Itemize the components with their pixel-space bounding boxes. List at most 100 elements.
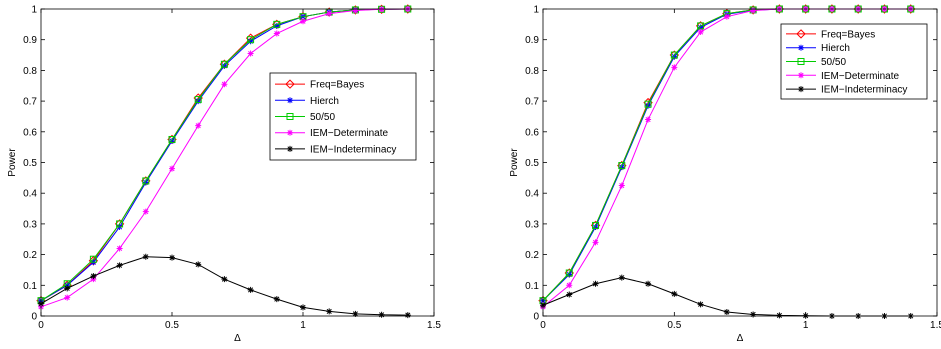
data-point [750,311,757,318]
data-point [116,262,123,269]
data-point [404,312,411,319]
data-point [671,64,678,71]
data-point [326,10,333,17]
data-point [645,116,652,123]
legend-item: Freq=Bayes [786,29,875,40]
data-point [195,122,202,129]
data-point [142,177,150,185]
y-tick-label: 0.2 [525,250,539,261]
data-point [618,162,626,170]
data-point [273,20,281,28]
data-point [247,286,254,293]
data-point [566,291,573,298]
legend-item: IEM−Indeterminacy [275,144,396,155]
data-point [64,294,71,301]
data-point [352,7,359,14]
y-tick-label: 0.8 [525,66,539,77]
legend-label: Hierch [821,43,850,54]
data-point [645,280,652,287]
y-tick-label: 0.1 [23,281,37,292]
data-point [592,223,599,230]
legend-label: IEM−Determinate [821,71,900,82]
data-point [671,290,678,297]
y-axis-label: Power [509,148,520,177]
data-point [90,273,97,280]
data-point [671,53,678,60]
legend-item: IEM−Determinate [786,71,900,82]
series-4 [38,6,411,310]
data-point [670,51,678,59]
legend-marker [798,72,804,79]
data-point [750,7,757,14]
data-point [566,271,573,278]
y-tick-label: 0.7 [23,97,37,108]
legend-label: Freq=Bayes [310,80,364,91]
data-point [142,253,149,260]
data-point [644,100,652,108]
data-point [618,274,625,281]
y-tick-label: 0.5 [23,158,37,169]
data-point [352,310,359,317]
x-axis-label: Δ [234,333,241,344]
y-tick-label: 1 [31,5,37,16]
legend-item: Hierch [275,96,339,107]
legend-marker [796,29,806,39]
data-point [169,165,175,172]
legend-label: 50/50 [310,112,335,123]
data-point [64,282,71,289]
data-point [221,81,228,88]
y-tick-label: 0.4 [525,189,539,200]
y-tick-label: 0.8 [23,66,37,77]
y-tick-label: 0 [31,312,37,323]
data-point [618,164,625,171]
y-tick-label: 0.3 [525,219,539,230]
data-point [592,239,599,246]
legend-item: 50/50 [786,57,846,68]
data-point [89,255,97,263]
data-point [142,179,149,186]
data-point [116,220,124,228]
data-point [618,182,625,189]
legend-marker [285,79,295,89]
data-point [273,22,280,29]
legend-item: Hierch [786,43,850,54]
data-point [195,98,202,105]
legend-label: IEM−Indeterminacy [310,144,396,155]
legend-marker [286,113,294,120]
data-point [566,282,573,289]
data-point [220,60,228,68]
x-tick-label: 0.5 [667,320,681,331]
axes-frame [542,8,938,317]
data-point [378,311,385,318]
x-tick-label: 0 [540,320,546,331]
y-tick-label: 0.6 [23,127,37,138]
data-point [326,308,333,315]
data-point [64,285,71,292]
data-point [221,62,228,69]
data-point [169,254,175,261]
data-point [273,30,280,37]
data-point [592,221,600,229]
legend-label: Hierch [310,96,339,107]
legend-item: IEM−Determinate [275,128,389,139]
legend-label: 50/50 [821,57,846,68]
y-tick-label: 1 [533,5,539,16]
data-point [592,280,599,287]
legend-marker [797,58,805,65]
data-point [697,29,704,36]
data-point [565,269,573,277]
chart-panel-1: 0 0.1 0.2 0.3 0.4 0.5 0.6 0.7 0.8 0.9 1 0 0.5 1 1.5 Δ Po… [7,4,441,344]
y-tick-label: 0.7 [525,97,539,108]
y-tick-label: 0.9 [23,35,37,46]
data-point [697,22,705,30]
plot-area [41,9,434,316]
data-point [142,208,149,215]
x-tick-label: 1.5 [427,320,441,331]
series-5 [38,253,411,319]
data-point [776,312,783,319]
y-tick-label: 0.4 [23,189,37,200]
legend-item: IEM−Indeterminacy [786,85,907,96]
data-point [723,309,730,316]
legend-marker [287,145,293,152]
